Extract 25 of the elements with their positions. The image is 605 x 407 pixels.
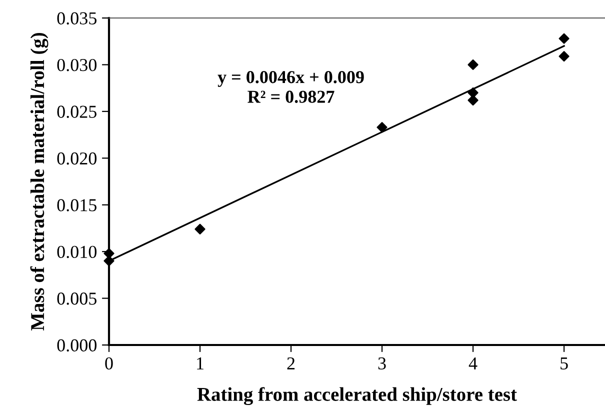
point	[194, 224, 206, 234]
y-tick-label: 0.020	[57, 152, 97, 165]
y-tick-label: 0.015	[57, 199, 96, 212]
x-tick-label: 4	[468, 357, 478, 370]
y-tick-label: 0.000	[57, 339, 97, 352]
point	[376, 122, 388, 133]
x-tick-label: 3	[378, 357, 386, 370]
point	[558, 51, 570, 62]
annotation: R² = 0.9827	[248, 90, 334, 103]
x-tick-label: 2	[287, 357, 295, 370]
point	[104, 256, 114, 266]
y-axis-title: Mass of extractable material/roll (g)	[30, 32, 48, 331]
x-tick-label: 5	[560, 358, 568, 370]
x-tick-label: 0	[105, 357, 113, 370]
y-tick-label: 0.010	[57, 246, 97, 258]
point	[468, 59, 478, 70]
point	[558, 33, 570, 44]
annotation: y = 0.0046x + 0.009	[218, 71, 364, 87]
point	[104, 248, 114, 259]
y-tick-label: 0.025	[57, 106, 96, 118]
x-tick-label: 1	[197, 357, 204, 370]
x-axis-title: Rating from accelerated ship/store test	[197, 387, 517, 406]
y-tick-label: 0.035	[57, 12, 96, 25]
y-tick-label: 0.030	[57, 58, 97, 72]
y-tick-label: 0.005	[57, 292, 96, 305]
